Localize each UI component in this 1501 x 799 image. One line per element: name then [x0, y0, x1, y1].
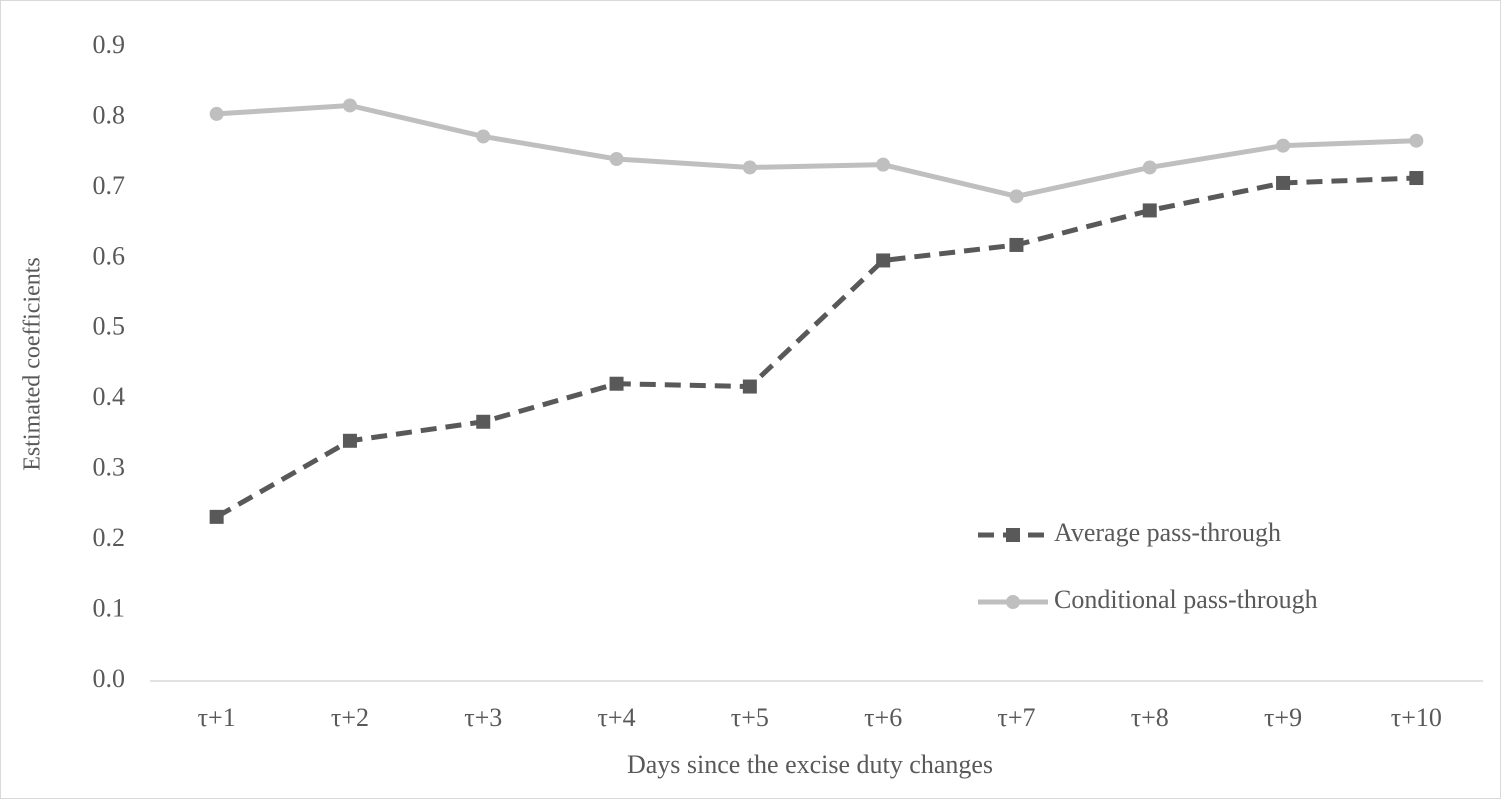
legend-marker: [1006, 595, 1020, 609]
y-tick-label: 0.1: [93, 594, 126, 623]
x-axis-label: Days since the excise duty changes: [627, 750, 993, 779]
data-point: [609, 376, 624, 391]
data-point: [1276, 138, 1291, 153]
y-tick-label: 0.0: [93, 664, 126, 693]
legend-marker: [1006, 528, 1020, 542]
data-point: [876, 157, 891, 172]
data-point: [609, 152, 624, 167]
y-tick-label: 0.6: [93, 241, 126, 270]
x-tick-label: τ+3: [464, 703, 502, 732]
data-point: [476, 414, 491, 429]
data-point: [876, 253, 891, 268]
data-point: [1009, 189, 1024, 204]
data-point: [1142, 160, 1157, 175]
data-point: [1009, 237, 1024, 252]
legend-label: Conditional pass-through: [1054, 585, 1318, 614]
x-tick-label: τ+2: [331, 703, 369, 732]
data-point: [476, 129, 491, 144]
data-point: [742, 379, 757, 394]
y-tick-label: 0.7: [93, 171, 126, 200]
y-tick-label: 0.8: [93, 100, 126, 129]
y-tick-label: 0.9: [93, 30, 126, 59]
legend-label: Average pass-through: [1054, 518, 1281, 547]
data-point: [1276, 175, 1291, 190]
data-point: [209, 509, 224, 524]
y-tick-label: 0.2: [93, 523, 126, 552]
series-line: [216, 102, 1417, 199]
y-tick-label: 0.3: [93, 453, 126, 482]
y-axis-label: Estimated coefficients: [20, 257, 46, 470]
x-tick-label: τ+5: [731, 703, 769, 732]
x-tick-label: τ+1: [198, 703, 236, 732]
data-point: [342, 433, 357, 448]
x-tick-label: τ+7: [997, 703, 1035, 732]
x-tick-label: τ+6: [864, 703, 902, 732]
x-tick-label: τ+4: [597, 703, 635, 732]
x-tick-label: τ+9: [1264, 703, 1302, 732]
data-point: [1142, 203, 1157, 218]
x-tick-label: τ+10: [1391, 703, 1442, 732]
data-point: [742, 160, 757, 175]
x-tick-label: τ+8: [1131, 703, 1169, 732]
y-tick-label: 0.5: [93, 312, 126, 341]
series-line: [215, 175, 1417, 520]
data-point: [1409, 171, 1424, 186]
data-point: [209, 106, 224, 121]
data-point: [342, 98, 357, 113]
data-point: [1409, 133, 1424, 148]
y-tick-label: 0.4: [93, 382, 126, 411]
